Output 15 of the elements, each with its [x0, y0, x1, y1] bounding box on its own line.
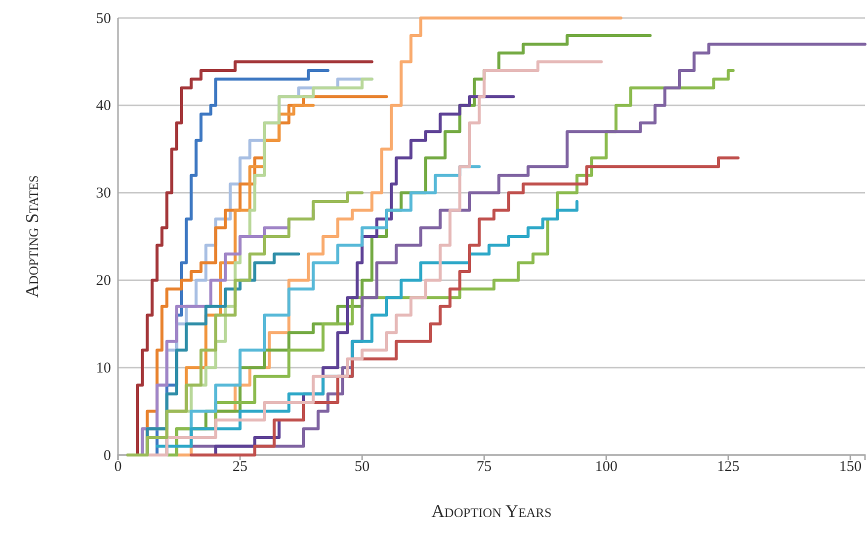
x-tick-label: 150 — [839, 459, 862, 475]
y-tick-label: 30 — [96, 186, 111, 202]
x-tick-label: 50 — [354, 459, 370, 475]
x-tick-label: 25 — [232, 459, 248, 475]
y-tick-label: 40 — [96, 98, 111, 114]
y-tick-label: 50 — [96, 10, 111, 27]
x-tick-label: 125 — [717, 459, 740, 475]
x-tick-label: 100 — [594, 459, 618, 475]
y-tick-label: 0 — [104, 448, 111, 464]
y-tick-label: 10 — [96, 360, 111, 376]
y-tick-label: 20 — [96, 273, 111, 289]
x-tick-label: 75 — [476, 459, 492, 475]
x-tick-label: 0 — [114, 459, 122, 475]
x-axis-title: Adoption Years — [431, 501, 552, 521]
y-axis-title: Adopting States — [22, 175, 42, 298]
